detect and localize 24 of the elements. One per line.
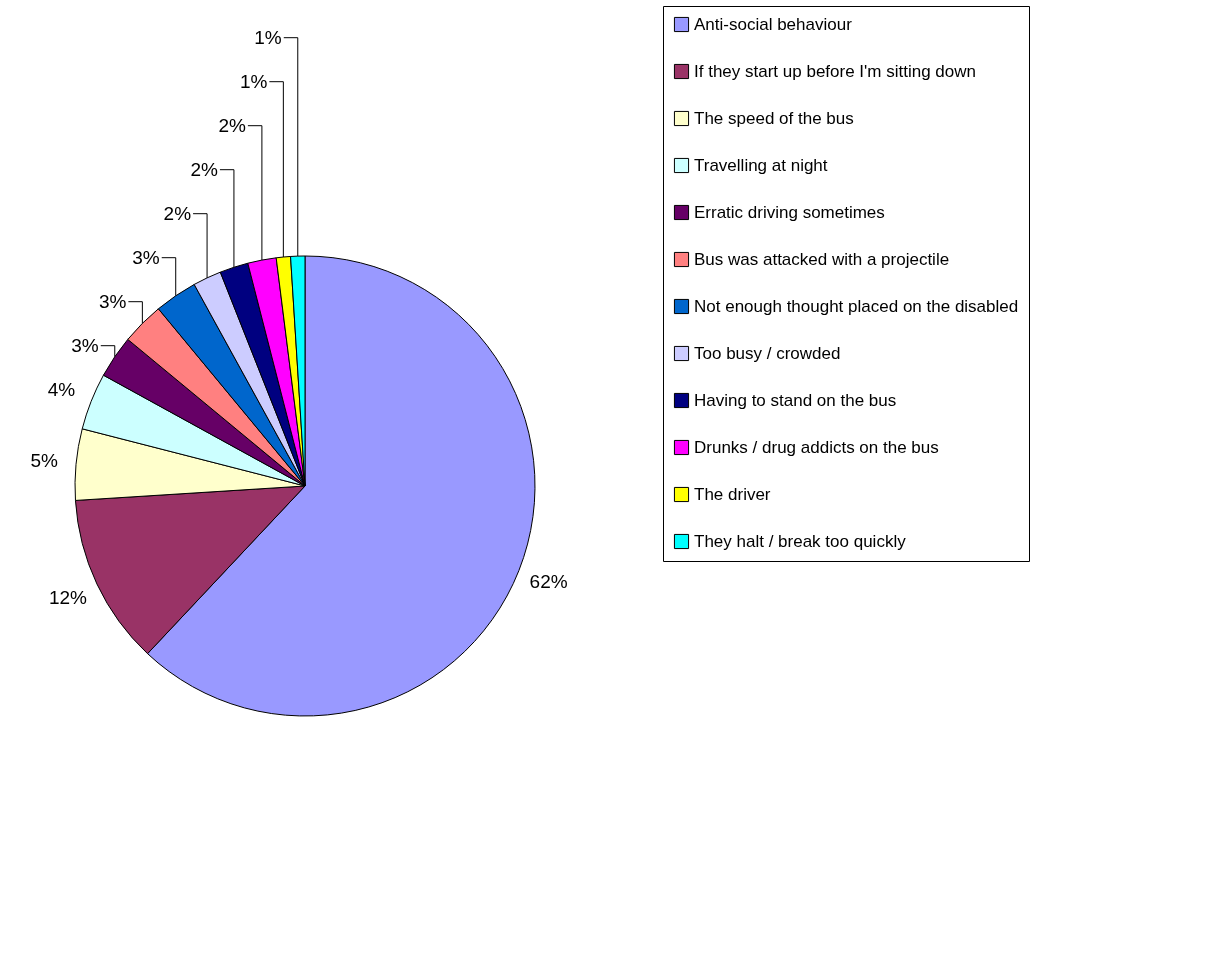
data-label: 3% (98, 290, 127, 312)
legend-label: Erratic driving sometimes (694, 202, 885, 222)
data-label: 1% (239, 70, 268, 92)
legend-label: Drunks / drug addicts on the bus (694, 437, 939, 457)
legend-label: The driver (694, 484, 771, 504)
legend-label: The speed of the bus (694, 108, 854, 128)
legend-label: Bus was attacked with a projectile (694, 249, 950, 269)
data-label: 2% (163, 202, 192, 224)
data-label: 12% (48, 586, 88, 608)
legend-label: Not enough thought placed on the disabled (694, 296, 1019, 316)
data-label: 62% (529, 571, 568, 593)
legend-label: Having to stand on the bus (694, 390, 897, 410)
legend-label: Travelling at night (694, 155, 828, 175)
data-label: 5% (30, 450, 58, 472)
legend-label: Anti-social behaviour (694, 14, 853, 34)
data-label: 2% (218, 114, 246, 136)
data-label: 2% (190, 158, 219, 180)
legend-label: Too busy / crowded (694, 343, 841, 363)
data-label: 1% (254, 26, 282, 48)
legend-label: They halt / break too quickly (694, 531, 907, 551)
data-label: 3% (132, 246, 160, 268)
data-label: 4% (47, 378, 76, 400)
data-label: 3% (71, 334, 99, 356)
legend-label: If they start up before I'm sitting down (694, 61, 976, 81)
